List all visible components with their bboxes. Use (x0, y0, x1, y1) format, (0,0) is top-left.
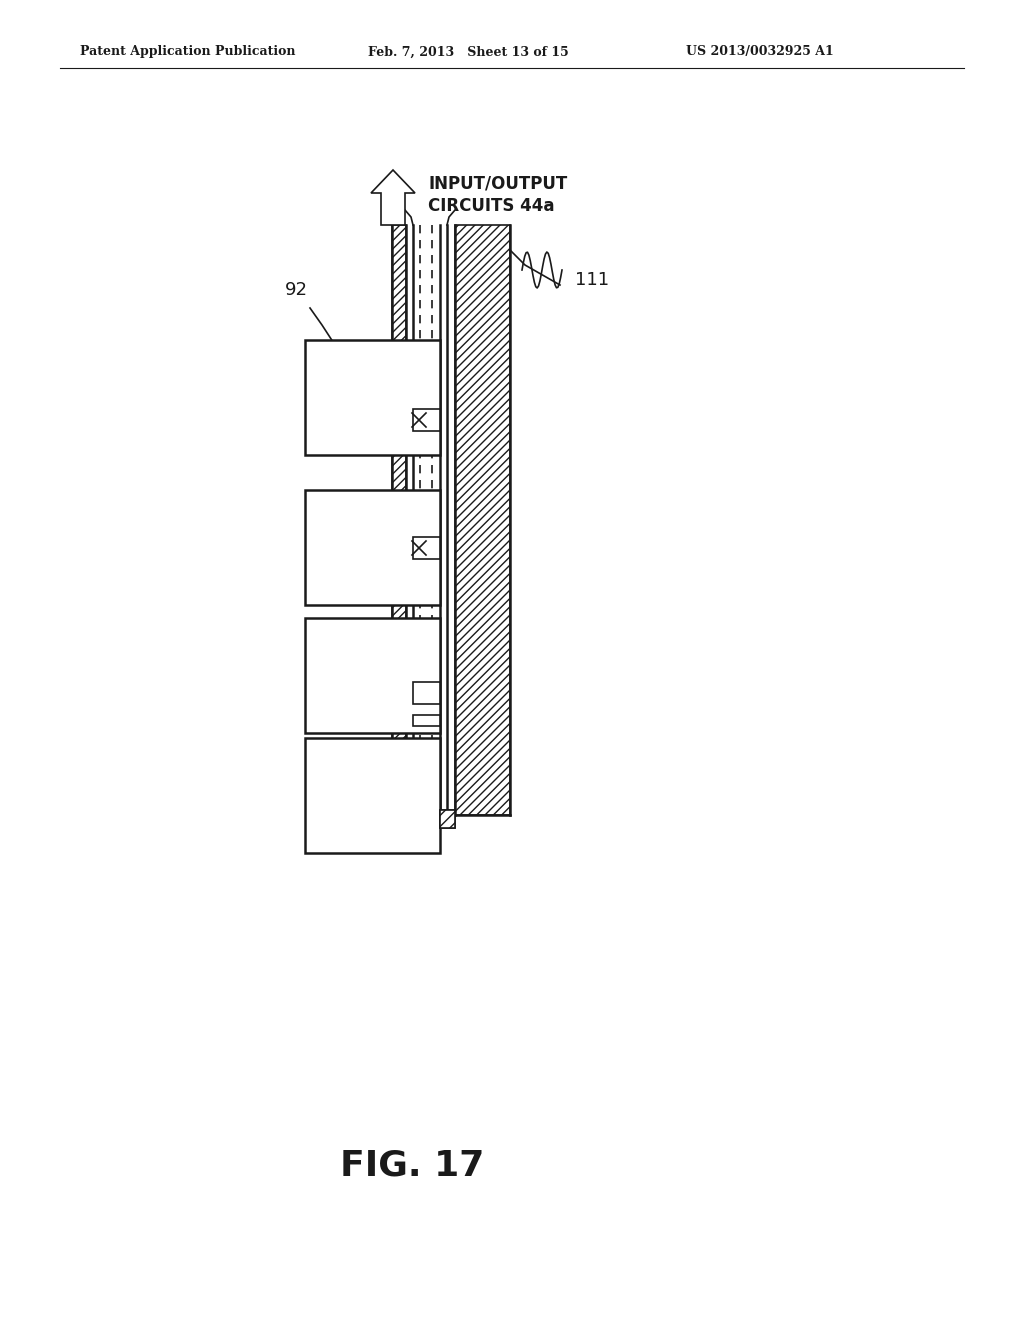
Bar (305, 490, 440, 605)
Text: Feb. 7, 2013   Sheet 13 of 15: Feb. 7, 2013 Sheet 13 of 15 (368, 45, 568, 58)
Bar (413, 409, 440, 432)
Text: INPUT/OUTPUT
CIRCUITS 44a: INPUT/OUTPUT CIRCUITS 44a (428, 176, 567, 215)
Polygon shape (371, 170, 415, 224)
Bar (305, 618, 440, 733)
Text: FIG. 17: FIG. 17 (340, 1148, 484, 1181)
Bar (305, 341, 440, 455)
Text: Patent Application Publication: Patent Application Publication (80, 45, 296, 58)
Bar (413, 682, 440, 704)
Text: 111: 111 (575, 271, 609, 289)
Bar (413, 715, 440, 726)
Bar (455, 224, 510, 814)
Bar (413, 537, 440, 558)
Text: 92: 92 (285, 281, 308, 300)
Bar (305, 738, 440, 853)
Bar (392, 224, 406, 814)
Text: US 2013/0032925 A1: US 2013/0032925 A1 (686, 45, 834, 58)
Bar (440, 810, 455, 828)
Bar (440, 810, 455, 828)
